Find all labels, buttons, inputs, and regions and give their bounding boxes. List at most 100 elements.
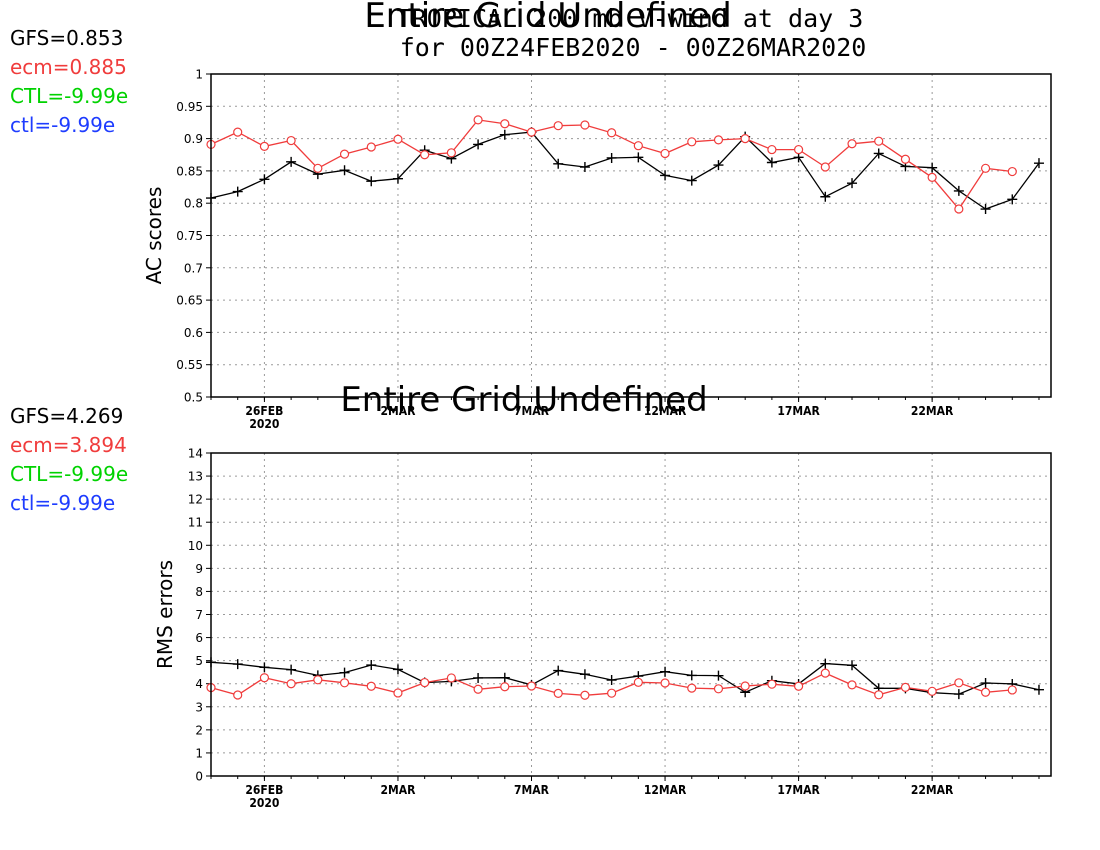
data-point-ecm [286,135,296,146]
data-point-ecm [740,134,750,144]
data-point-ecm [607,688,617,698]
data-point-gfs [980,204,991,215]
data-point-ecm [446,673,456,683]
x-tick-label: 2MAR [380,783,416,797]
data-point-gfs [259,174,270,185]
data-point-ecm [500,682,510,692]
y-tick-label: 3 [195,700,203,714]
data-point-ecm [740,681,750,691]
data-point-ecm [820,162,830,172]
data-point-ecm [1007,166,1017,177]
x-tick-label: 22MAR [911,404,954,418]
data-point-ecm [713,135,724,145]
data-point-ecm [660,148,670,159]
data-point-ecm [446,148,456,158]
y-tick-label: 0.75 [176,229,203,243]
y-tick-label: 11 [188,516,203,530]
data-point-ecm [687,683,697,693]
data-point-ecm [233,690,243,700]
data-point-ecm [313,675,323,685]
data-point-ecm [793,144,804,155]
data-point-gfs [232,659,243,670]
x-tick-label: 17MAR [777,783,820,797]
data-point-ecm [607,128,617,138]
data-point-gfs [847,660,858,671]
data-point-gfs [660,170,671,181]
data-point-ecm [420,677,430,688]
series-line-gfs [210,131,1040,210]
y-tick-label: 2 [195,723,203,737]
data-point-gfs [366,660,377,671]
data-point-gfs [259,662,270,673]
data-point-gfs [713,160,724,171]
data-point-ecm [767,144,777,155]
x-tick-label: 26FEB [245,404,283,418]
data-point-ecm [580,120,590,130]
x-tick-sublabel: 2020 [249,796,279,810]
legend-ecm-rms: ecm=3.894 [10,433,127,457]
chart-title-line1: TROPICAL 200 mb V-wind at day 3 [397,4,864,33]
y-axis-label: AC scores [142,187,166,285]
data-point-ecm [847,680,857,690]
data-point-ecm [580,690,590,700]
legend-gfs-ac: GFS=0.853 [10,26,124,50]
legend-CTL-ac: CTL=-9.99e [10,84,129,108]
legend-ctl-rms: ctl=-9.99e [10,491,116,515]
data-point-gfs [713,670,724,681]
y-tick-label: 7 [195,608,203,622]
overlay-text-top: Entire Grid Undefined [364,0,731,36]
data-point-ecm [874,690,884,700]
y-tick-label: 13 [188,470,203,484]
legend-gfs-rms: GFS=4.269 [10,404,124,428]
data-point-gfs [499,129,510,140]
y-tick-label: 0.95 [176,100,203,114]
data-point-gfs [1033,684,1044,695]
data-point-ecm [393,134,403,144]
data-point-gfs [686,175,697,186]
data-point-ecm [633,141,643,151]
y-tick-label: 4 [195,677,203,691]
data-point-ecm [420,150,430,160]
data-point-ecm [767,679,777,689]
data-point-ecm [473,115,483,125]
data-point-gfs [232,186,243,197]
y-tick-label: 6 [195,631,203,645]
y-tick-label: 0.6 [184,326,203,340]
y-tick-label: 0 [195,770,203,784]
data-point-gfs [606,675,617,686]
y-tick-label: 12 [188,493,203,507]
data-point-ecm [553,121,563,131]
x-tick-label: 2MAR [380,404,416,418]
data-point-ecm [366,142,376,152]
x-tick-label: 26FEB [245,783,283,797]
x-tick-label: 17MAR [777,404,820,418]
data-point-ecm [526,127,537,137]
data-point-ecm [900,682,911,693]
legend-ecm-ac: ecm=0.885 [10,55,127,79]
data-point-ecm [900,154,911,164]
data-point-ecm [687,137,697,147]
data-point-gfs [553,665,564,676]
y-tick-label: 5 [195,654,203,668]
data-point-gfs [873,148,884,159]
data-point-ecm [553,688,563,699]
data-point-gfs [927,162,938,173]
data-point-gfs [286,156,297,167]
data-point-ecm [366,681,376,691]
data-point-ecm [500,119,510,129]
data-point-gfs [1033,158,1044,169]
data-point-gfs [980,678,991,689]
data-point-ecm [526,681,537,691]
data-point-ecm [927,172,937,182]
x-tick-sublabel: 2020 [249,417,279,431]
y-tick-label: 0.85 [176,164,203,178]
y-tick-label: 0.55 [176,358,203,372]
data-point-ecm [393,688,403,698]
y-axis-label: RMS errors [153,560,177,669]
x-tick-label: 12MAR [644,404,687,418]
data-point-gfs [686,670,697,681]
y-tick-label: 0.8 [184,197,203,211]
legend-CTL-rms: CTL=-9.99e [10,462,129,486]
data-point-ecm [313,163,323,173]
